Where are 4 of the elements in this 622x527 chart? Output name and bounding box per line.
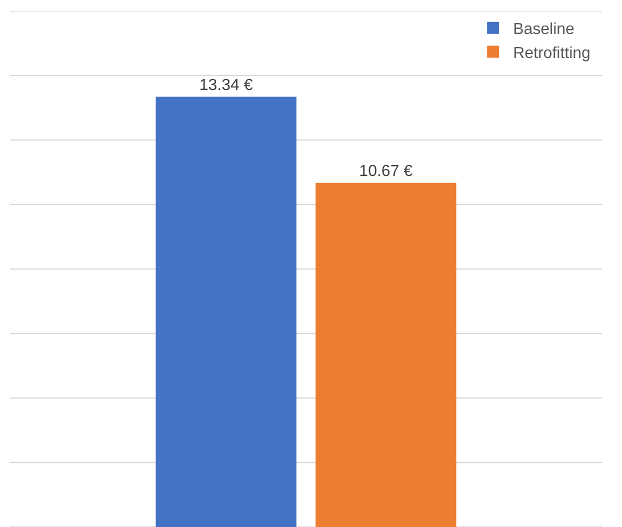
- data-label: 10.67 €: [359, 162, 413, 180]
- legend-label: Baseline: [513, 21, 575, 38]
- legend-label: Retrofitting: [513, 44, 590, 62]
- data-label: 13.34 €: [199, 76, 253, 94]
